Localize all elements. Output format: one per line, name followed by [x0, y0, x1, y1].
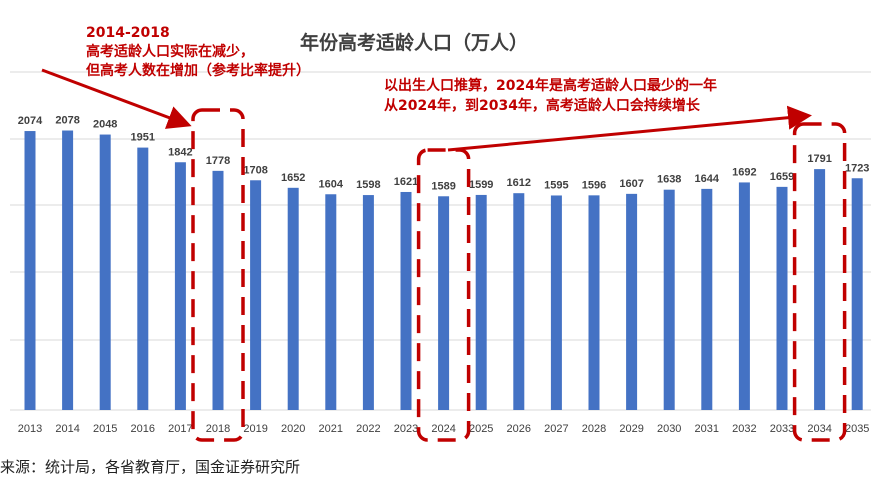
data-label-2025: 1599 [469, 179, 493, 191]
data-label-2028: 1596 [582, 179, 606, 191]
source-note: 来源：统计局，各省教育厅，国金证券研究所 [0, 458, 301, 476]
bar-2030 [663, 189, 675, 410]
annotation-right: 以出生人口推算，2024年是高考适龄人口最少的一年 从2024年，到2034年，… [384, 76, 717, 116]
annotation-left-line2: 高考适龄人口实际在减少， [86, 44, 254, 60]
data-label-2019: 1708 [243, 164, 267, 176]
data-labels: 2074 2078 2048 1951 1842 1778 1708 1652 1604 1598… [18, 115, 870, 193]
data-label-2014: 2078 [55, 115, 79, 127]
bar-2026 [513, 193, 525, 410]
data-label-2022: 1598 [356, 179, 380, 191]
tick-label-2034: 2034 [807, 423, 831, 435]
bar-2017 [174, 162, 186, 410]
bar-2015 [99, 134, 111, 410]
bar-2035 [851, 178, 863, 410]
arrow-left [41, 68, 192, 129]
tick-label-2014: 2014 [55, 423, 79, 435]
annotation-right-line1: 以出生人口推算，2024年是高考适龄人口最少的一年 [384, 78, 717, 94]
data-label-2023: 1621 [394, 176, 418, 188]
annotation-arrows [41, 68, 812, 152]
highlight-boxes [191, 108, 847, 442]
bar-2018 [212, 170, 224, 410]
bar-2022 [362, 195, 374, 410]
highlight-box-2024 [416, 148, 471, 442]
data-label-2030: 1638 [657, 174, 681, 186]
tick-label-2022: 2022 [356, 423, 380, 435]
bar-2028 [588, 195, 600, 410]
annotation-left-line3: 但高考人数在增加（参考比率提升） [86, 63, 310, 79]
bar-2031 [701, 188, 713, 410]
data-label-2033: 1659 [770, 171, 794, 183]
tick-label-2025: 2025 [469, 423, 493, 435]
bar-2014 [62, 130, 74, 410]
bar-2025 [475, 194, 487, 410]
chart-title: 年份高考适龄人口（万人） [300, 32, 529, 54]
tick-label-2020: 2020 [281, 423, 305, 435]
tick-label-2017: 2017 [168, 423, 192, 435]
data-label-2016: 1951 [131, 132, 155, 144]
tick-label-2024: 2024 [431, 423, 455, 435]
data-label-2034: 1791 [807, 153, 831, 165]
tick-label-2028: 2028 [582, 423, 606, 435]
tick-label-2015: 2015 [93, 423, 117, 435]
data-label-2017: 1842 [168, 146, 192, 158]
bar-2032 [738, 182, 750, 410]
data-label-2032: 1692 [732, 166, 756, 178]
tick-label-2013: 2013 [18, 423, 42, 435]
arrow-right [447, 105, 812, 152]
bar-2016 [137, 147, 149, 410]
highlight-box-2034 [792, 122, 847, 442]
data-label-2035: 1723 [845, 162, 869, 174]
data-label-2020: 1652 [281, 172, 305, 184]
bar-2021 [325, 194, 337, 410]
bar-2033 [776, 186, 788, 410]
bar-2034 [814, 169, 826, 410]
bar-2019 [250, 180, 262, 410]
bar-2013 [24, 131, 36, 410]
tick-label-2029: 2029 [619, 423, 643, 435]
data-label-2026: 1612 [507, 177, 531, 189]
bars [24, 130, 863, 410]
annotation-left-line1: 2014-2018 [86, 25, 170, 41]
data-label-2018: 1778 [206, 155, 230, 167]
data-label-2029: 1607 [619, 178, 643, 190]
tick-label-2033: 2033 [770, 423, 794, 435]
tick-label-2027: 2027 [544, 423, 568, 435]
data-label-2024: 1589 [431, 180, 455, 192]
bar-2027 [550, 195, 562, 410]
bar-2024 [438, 196, 450, 410]
data-label-2021: 1604 [319, 178, 344, 190]
data-label-2027: 1595 [544, 179, 568, 191]
x-axis-ticks: 2013 2014 2015 2016 2017 2018 2019 2020 2021 2022… [18, 423, 870, 435]
tick-label-2031: 2031 [695, 423, 719, 435]
tick-label-2026: 2026 [507, 423, 531, 435]
tick-label-2030: 2030 [657, 423, 681, 435]
highlight-box-2018 [191, 108, 245, 442]
data-label-2013: 2074 [18, 115, 43, 127]
tick-label-2035: 2035 [845, 423, 869, 435]
tick-label-2018: 2018 [206, 423, 230, 435]
annotation-right-line2: 从2024年，到2034年，高考适龄人口会持续增长 [384, 98, 700, 114]
bar-2023 [400, 191, 412, 410]
bar-2029 [626, 193, 638, 410]
tick-label-2023: 2023 [394, 423, 418, 435]
tick-label-2019: 2019 [243, 423, 267, 435]
bar-2020 [287, 187, 299, 410]
tick-label-2016: 2016 [131, 423, 155, 435]
annotation-left: 2014-2018 高考适龄人口实际在减少， 但高考人数在增加（参考比率提升） [86, 24, 310, 81]
tick-label-2021: 2021 [319, 423, 343, 435]
tick-label-2032: 2032 [732, 423, 756, 435]
data-label-2031: 1644 [695, 173, 720, 185]
data-label-2015: 2048 [93, 119, 117, 131]
